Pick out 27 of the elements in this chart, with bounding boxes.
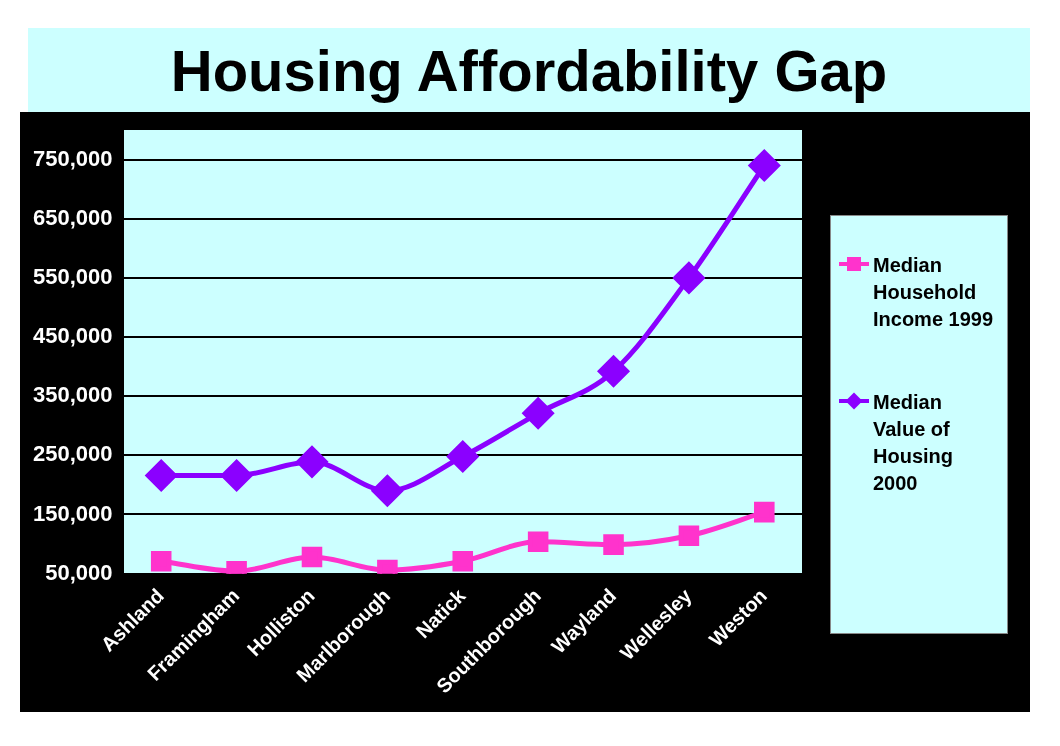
point: [527, 531, 549, 552]
chart-title: Housing Affordability Gap: [170, 36, 888, 104]
y-tick-label: 450,000: [32, 323, 113, 349]
point: [371, 475, 403, 507]
y-tick-label: 750,000: [32, 145, 113, 171]
point: [754, 501, 775, 523]
y-tick-label: 650,000: [32, 204, 113, 230]
point: [447, 441, 479, 473]
point: [452, 550, 474, 572]
point: [145, 459, 177, 491]
y-tick-label: 150,000: [32, 500, 113, 526]
y-tick-label: 350,000: [32, 382, 113, 408]
point: [748, 149, 780, 181]
y-tick-label: 550,000: [32, 263, 113, 289]
point: [678, 525, 700, 547]
point: [522, 397, 554, 429]
point: [296, 446, 328, 478]
y-tick-label: 50,000: [45, 559, 113, 585]
point: [603, 534, 624, 555]
legend-label: Median Household Income 1999: [873, 253, 995, 332]
point: [150, 550, 172, 572]
legend-label: Median Value of Housing 2000: [873, 390, 954, 496]
point: [221, 459, 253, 491]
point: [301, 546, 323, 568]
point: [598, 355, 630, 387]
point: [673, 262, 705, 294]
y-tick-label: 250,000: [32, 441, 113, 467]
